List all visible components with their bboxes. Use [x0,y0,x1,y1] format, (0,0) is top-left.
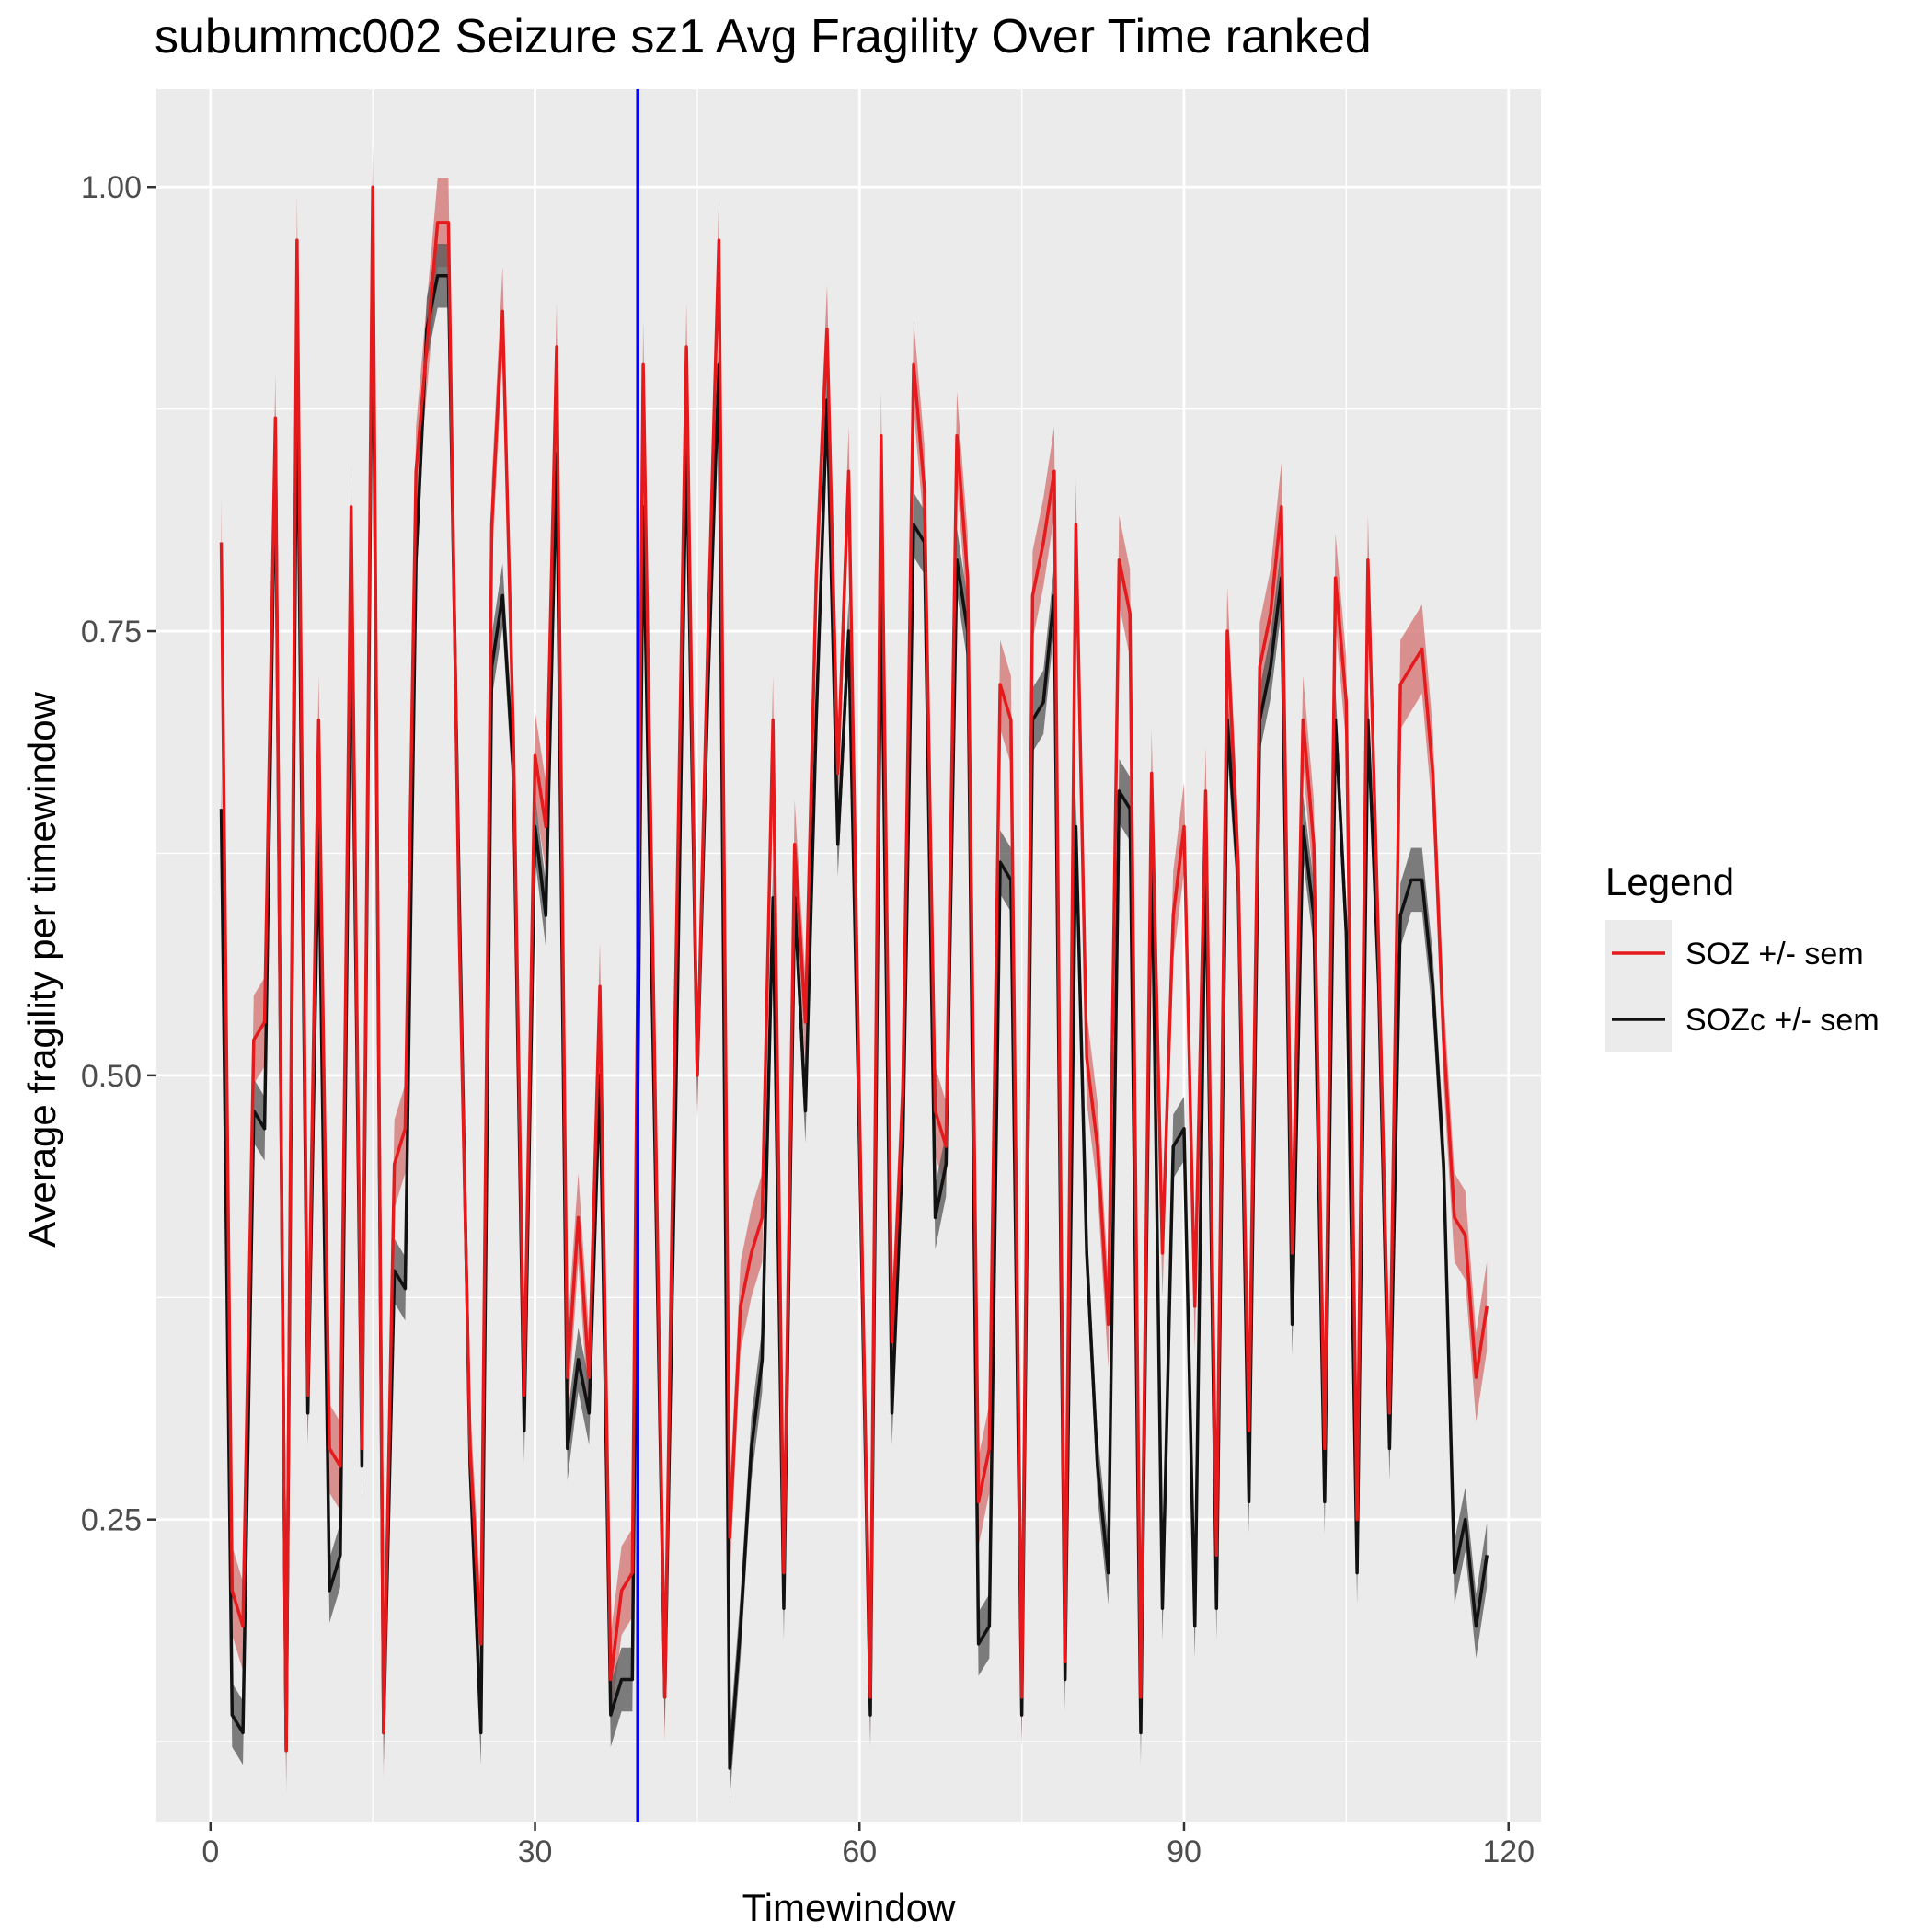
x-tick-label: 120 [1482,1834,1535,1869]
series-lines [219,185,1489,1770]
y-tick-label: 1.00 [81,170,142,205]
axes: 0 30 60 90 120 0.25 0.50 0.75 1.00 [81,170,1535,1869]
y-tick-label: 0.75 [81,615,142,650]
grid-lines [156,89,1541,1822]
legend-label-sozc: SOZc +/- sem [1685,1003,1880,1038]
y-tick-label: 0.25 [81,1503,142,1538]
legend-title: Legend [1605,860,1735,903]
legend-label-soz: SOZ +/- sem [1685,937,1864,972]
x-tick-label: 30 [518,1834,553,1869]
x-tick-label: 60 [842,1834,877,1869]
legend [1605,920,1672,1052]
x-tick-label: 90 [1167,1834,1202,1869]
y-axis-label: Average fragility per timewindow [20,692,63,1248]
chart-title: subummc002 Seizure sz1 Avg Fragility Ove… [155,10,1372,63]
x-axis-label: Timewindow [742,1886,956,1929]
series-line-soz [219,185,1489,1753]
x-tick-label: 0 [201,1834,219,1869]
y-tick-label: 0.50 [81,1059,142,1094]
